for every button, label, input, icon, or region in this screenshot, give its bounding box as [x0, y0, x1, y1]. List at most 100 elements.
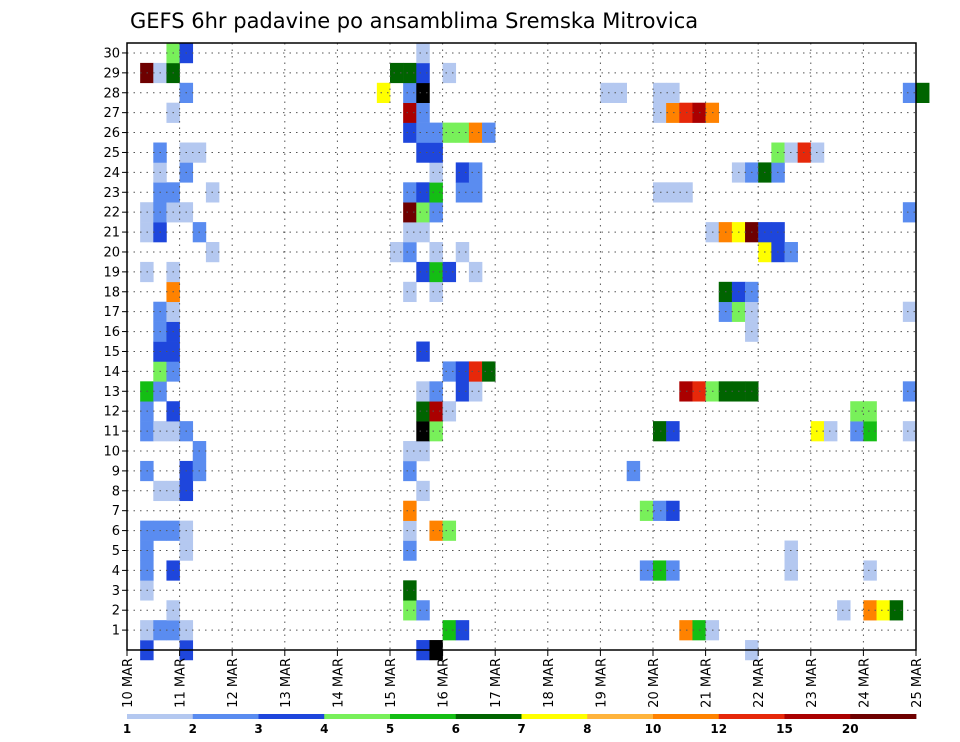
heatmap-cell: [639, 500, 654, 521]
heatmap-cell: [403, 102, 417, 123]
y-tick-label: 1: [112, 624, 120, 639]
colorbar-swatch: [521, 714, 588, 719]
heatmap-cell: [442, 361, 457, 382]
heatmap-cell: [429, 142, 443, 163]
heatmap-cell: [403, 500, 417, 521]
y-tick-label: 23: [103, 186, 120, 201]
heatmap-cell: [416, 122, 430, 143]
y-tick-label: 26: [103, 126, 120, 141]
x-tick-label: 18 MAR: [542, 658, 557, 708]
y-tick-label: 12: [103, 405, 120, 420]
heatmap-cell: [429, 162, 443, 183]
colorbar-tick-label: 20: [842, 722, 859, 736]
heatmap-cell: [626, 460, 641, 482]
y-tick-label: 14: [103, 365, 120, 380]
heatmap-cell: [482, 122, 496, 143]
heatmap-cell: [863, 600, 877, 621]
y-tick-label: 13: [103, 385, 120, 400]
heatmap-cell: [416, 381, 430, 402]
y-tick-label: 17: [103, 305, 120, 320]
heatmap-cell: [429, 381, 443, 402]
heatmap-cell: [468, 381, 483, 402]
colorbar-tick-label: 7: [517, 722, 525, 736]
colorbar-swatch: [258, 714, 325, 719]
heatmap-cell: [403, 600, 417, 621]
heatmap-cell: [416, 401, 430, 422]
heatmap-cell: [455, 182, 470, 203]
heatmap-cell: [666, 82, 680, 103]
heatmap-cell: [639, 560, 654, 581]
heatmap-cell: [442, 122, 457, 143]
colorbar-swatch: [653, 714, 720, 719]
heatmap-cell: [416, 222, 430, 243]
x-tick-label: 24 MAR: [857, 658, 872, 708]
colorbar-tick-label: 5: [386, 722, 394, 736]
heatmap-cell: [468, 122, 483, 143]
heatmap-cell: [653, 421, 667, 442]
heatmap-cell: [653, 560, 667, 581]
heatmap-cell: [810, 421, 825, 442]
heatmap-cell: [416, 43, 430, 64]
heatmap-cell: [810, 142, 825, 163]
x-tick-label: 21 MAR: [700, 658, 715, 708]
y-tick-label: 2: [112, 604, 120, 619]
heatmap-cell: [429, 401, 443, 422]
heatmap-cell: [416, 341, 430, 362]
heatmap-cell: [403, 520, 417, 541]
x-tick-label: 16 MAR: [437, 658, 452, 708]
colorbar-tick-label: 2: [189, 722, 197, 736]
heatmap-cell: [902, 421, 917, 442]
heatmap-cell: [455, 242, 470, 263]
colorbar-swatch: [455, 714, 522, 719]
heatmap-cell: [403, 202, 417, 223]
y-tick-label: 22: [103, 206, 120, 221]
heatmap-cell: [889, 600, 904, 621]
x-tick-label: 20 MAR: [647, 658, 662, 708]
colorbar-swatch: [718, 714, 785, 719]
colorbar-tick-label: 1: [123, 722, 131, 736]
x-tick-label: 19 MAR: [594, 658, 609, 708]
x-tick-label: 14 MAR: [331, 658, 346, 708]
heatmap-cell: [455, 122, 470, 143]
heatmap-cell: [902, 82, 917, 103]
colorbar-swatch: [324, 714, 391, 719]
y-tick-label: 5: [112, 544, 120, 559]
x-tick-label: 10 MAR: [121, 658, 136, 708]
heatmap-cell: [850, 421, 864, 442]
heatmap-cell: [468, 361, 483, 382]
heatmap-cell: [416, 182, 430, 203]
heatmap-cell: [613, 82, 627, 103]
y-tick-label: 21: [103, 226, 120, 241]
heatmap-cell: [653, 102, 667, 123]
heatmap-cell: [416, 202, 430, 223]
y-tick-label: 9: [112, 464, 120, 479]
heatmap-cell: [376, 82, 391, 103]
heatmap-cell: [653, 82, 667, 103]
colorbar-swatch: [850, 714, 917, 719]
heatmap-cell: [416, 421, 430, 442]
heatmap-cell: [429, 242, 443, 263]
heatmap-cell: [416, 261, 430, 283]
x-tick-label: 22 MAR: [752, 658, 767, 708]
colorbar-tick-label: 12: [710, 722, 727, 736]
x-tick-label: 17 MAR: [489, 658, 504, 708]
heatmap-cell: [902, 202, 917, 223]
x-tick-label: 12 MAR: [226, 658, 241, 708]
heatmap-cell: [823, 421, 838, 442]
x-tick-label: 13 MAR: [279, 658, 294, 708]
y-tick-label: 11: [103, 425, 120, 440]
heatmap-cell: [442, 62, 457, 84]
y-axis: 1234567891011121314151617181920212223242…: [103, 46, 127, 639]
heatmap-cell: [403, 242, 417, 263]
heatmap-cells: [140, 43, 930, 661]
heatmap-cell: [416, 600, 430, 621]
heatmap-cell: [403, 222, 417, 243]
colorbar-tick-label: 8: [583, 722, 591, 736]
x-tick-label: 11 MAR: [174, 658, 189, 708]
heatmap-cell: [455, 162, 470, 183]
y-tick-label: 19: [103, 265, 120, 280]
heatmap-cell: [653, 182, 667, 203]
colorbar-tick-label: 6: [452, 722, 460, 736]
heatmap-cell: [863, 421, 877, 442]
heatmap-cell: [837, 600, 851, 621]
